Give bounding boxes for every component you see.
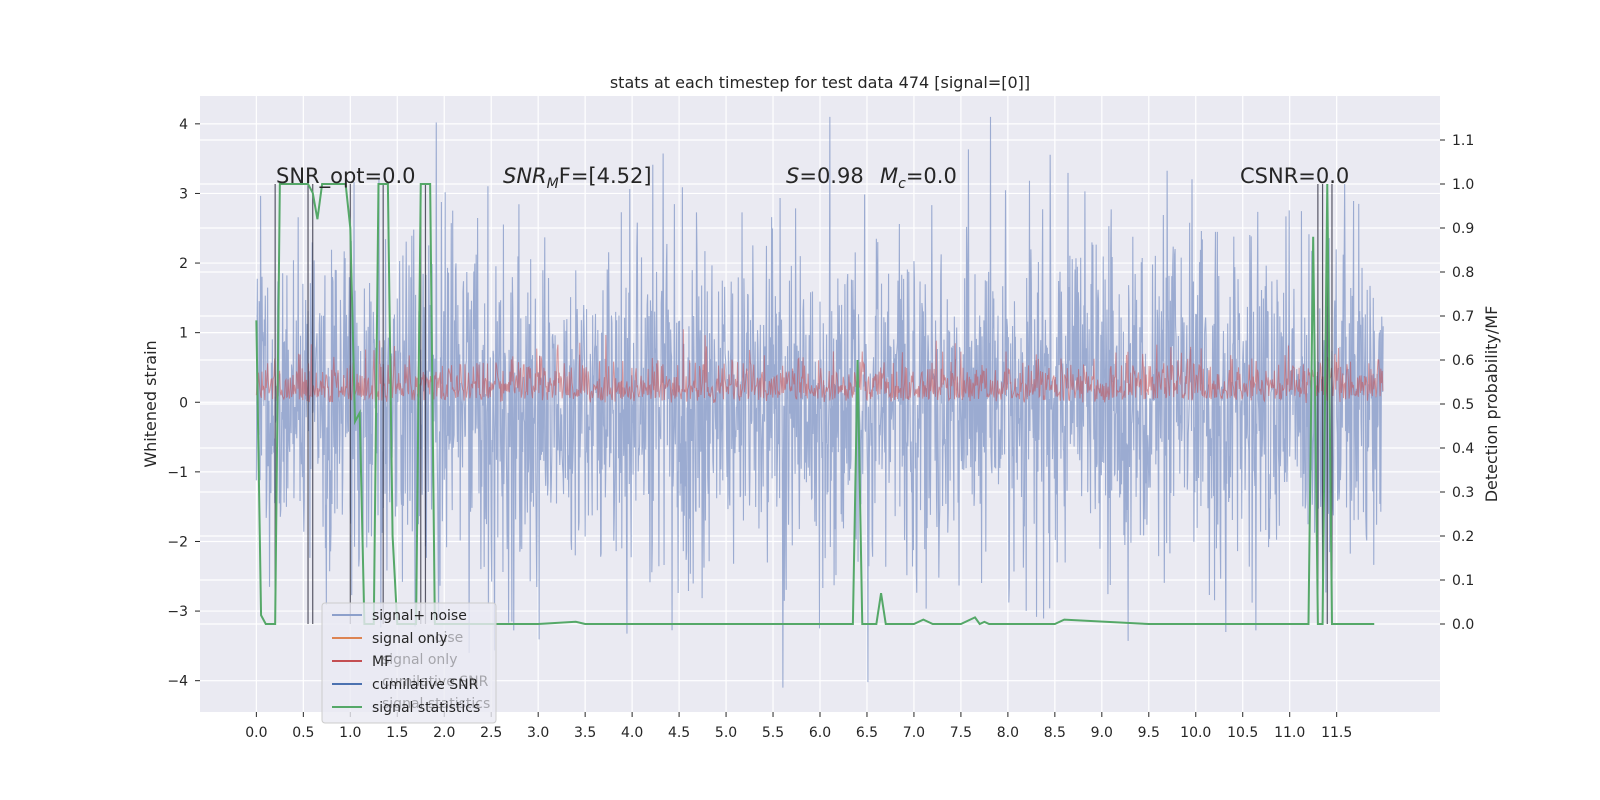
x-tick-label: 10.0 [1180,725,1211,741]
y-axis-label: Whitened strain [141,340,160,467]
x-tick-label: 4.5 [668,725,690,741]
y-right-tick-label: 0.3 [1452,485,1474,501]
signal-statistics-series [255,183,1375,626]
annotation-mc: Mc=0.0 [880,164,957,192]
y-right-tick-label: 0.2 [1452,529,1474,545]
legend-ghost-label: noise [426,630,463,646]
legend-box [321,602,497,724]
y-right-tick-label: 0.0 [1452,617,1474,633]
x-tick-label: 6.0 [809,725,831,741]
x-tick-label: 1.0 [339,725,361,741]
x-tick-label: 8.5 [1044,725,1066,741]
legend-label: MF [372,654,392,670]
legend-ghost-label: signal only [382,652,457,668]
x-tick-label: 1.5 [386,725,408,741]
y-tick-label: 2 [179,256,188,272]
x-tick-label: 0.5 [292,725,314,741]
x-tick-label: 5.0 [715,725,737,741]
y-tick-label: −3 [167,604,188,620]
y-tick-label: −1 [167,465,188,481]
legend-label: signal statistics [372,700,480,716]
y-tick-label: 1 [179,326,188,342]
strain-noise-series [255,116,1384,688]
annotation-csnr: CSNR=0.0 [1240,164,1349,188]
legend-label: signal+ noise [372,608,467,624]
x-tick-label: 4.0 [621,725,643,741]
y-tick-label: 3 [179,186,188,202]
x-tick-label: 7.0 [903,725,925,741]
tick-labels: 0.0 0.5 1.0 1.5 2.0 2.5 3.0 3.5 4.0 4.5 5.0 5.5 6.0 6… [167,117,1474,741]
y-right-tick-label: 1.0 [1452,177,1474,193]
annotation-snr-mf: SNRMF=[4.52] [503,164,652,192]
legend-ghost-entries: noise signal only cumilative SNR signal sta… [382,630,490,712]
signal-statistics-line [255,183,1375,626]
annotation-s: S=0.98 [786,164,864,188]
y-right-tick-label: 0.9 [1452,221,1474,237]
x-tick-label: 3.0 [527,725,549,741]
y-right-tick-label: 1.1 [1452,133,1474,149]
y-tick-label: −2 [167,534,188,550]
legend-label: cumilative SNR [372,677,479,693]
mf-line [255,329,1384,404]
y-tick-label: 0 [179,395,188,411]
legend-ghost-label: cumilative SNR [382,674,489,690]
x-tick-label: 2.0 [433,725,455,741]
y-right-tick-label: 0.1 [1452,573,1474,589]
y-right-tick-label: 0.7 [1452,309,1474,325]
x-tick-label: 2.5 [480,725,502,741]
x-tick-label: 3.5 [574,725,596,741]
x-tick-label: 6.5 [856,725,878,741]
mf-series [255,329,1384,404]
x-tick-label: 5.5 [762,725,784,741]
x-tick-label: 11.0 [1274,725,1305,741]
x-tick-label: 11.5 [1321,725,1352,741]
y-tick-label: −4 [167,674,188,690]
y-axis-right-label: Detection probability/MF [1482,306,1501,503]
chart-title: stats at each timestep for test data 474… [610,73,1030,92]
y-right-tick-label: 0.5 [1452,397,1474,413]
y-right-tick-label: 0.4 [1452,441,1474,457]
legend-ghost-label: signal statistics [382,696,490,712]
x-tick-label: 8.0 [997,725,1019,741]
x-tick-label: 7.5 [950,725,972,741]
vertical-markers [274,184,1333,624]
annotation-snr-opt: SNR_opt=0.0 [276,164,416,189]
legend-label: signal only [372,631,447,647]
strain-noise-line [255,116,1384,688]
x-tick-label: 9.0 [1091,725,1113,741]
y-tick-label: 4 [179,117,188,133]
y-right-tick-label: 0.8 [1452,265,1474,281]
x-tick-label: 10.5 [1227,725,1258,741]
x-tick-label: 9.5 [1138,725,1160,741]
y-right-tick-label: 0.6 [1452,353,1474,369]
x-tick-label: 0.0 [245,725,267,741]
